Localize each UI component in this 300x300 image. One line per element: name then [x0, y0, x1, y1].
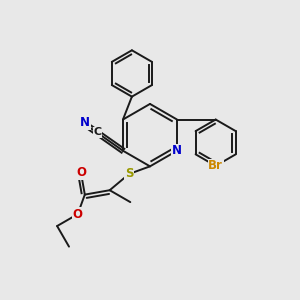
Text: N: N	[80, 116, 90, 129]
Text: O: O	[73, 208, 83, 220]
Text: C: C	[93, 127, 101, 137]
Text: N: N	[172, 144, 182, 157]
Text: Br: Br	[208, 159, 223, 172]
Text: S: S	[125, 167, 133, 181]
Text: O: O	[76, 166, 86, 179]
